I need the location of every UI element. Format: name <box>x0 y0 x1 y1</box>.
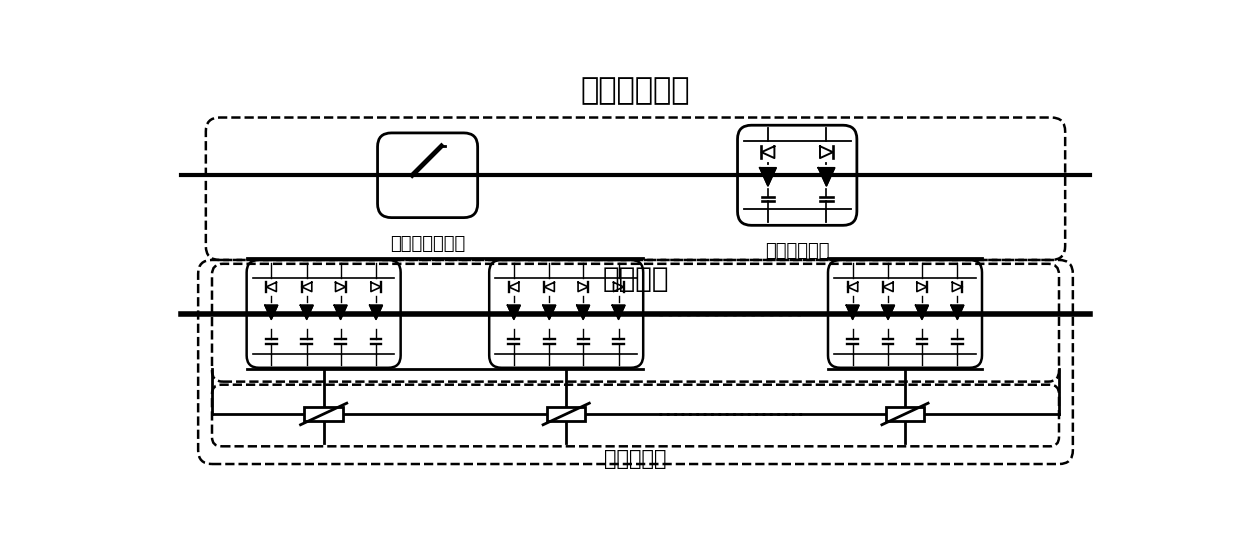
Polygon shape <box>543 305 556 319</box>
Text: 超快速机械开关: 超快速机械开关 <box>389 235 465 252</box>
Polygon shape <box>882 305 894 319</box>
Polygon shape <box>760 168 776 186</box>
Polygon shape <box>577 305 589 319</box>
Polygon shape <box>334 305 347 319</box>
Polygon shape <box>915 305 929 319</box>
Polygon shape <box>613 305 625 319</box>
Text: 正常通流支路: 正常通流支路 <box>580 76 691 105</box>
Polygon shape <box>818 168 835 186</box>
Polygon shape <box>265 305 278 319</box>
Polygon shape <box>846 305 859 319</box>
Text: 遮雷器支路: 遮雷器支路 <box>604 450 667 469</box>
Text: 电流转移开关: 电流转移开关 <box>765 242 830 260</box>
Polygon shape <box>951 305 963 319</box>
Bar <box>304 407 343 421</box>
Bar <box>885 407 924 421</box>
Text: 主断路器: 主断路器 <box>603 265 668 293</box>
Polygon shape <box>300 305 314 319</box>
Bar <box>547 407 585 421</box>
Polygon shape <box>370 305 382 319</box>
Polygon shape <box>507 305 521 319</box>
